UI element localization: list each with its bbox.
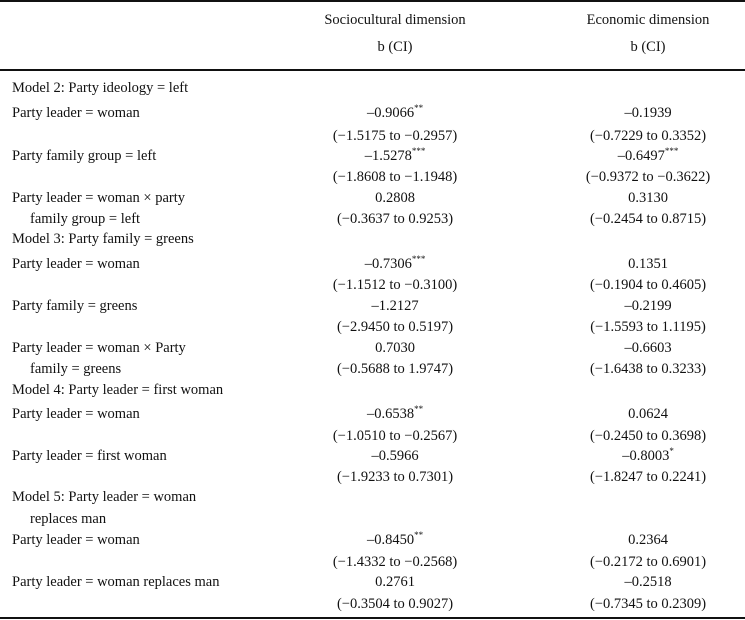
econ-coef: –0.2518	[624, 574, 672, 590]
econ-ci: (−0.2172 to 0.6901)	[589, 554, 707, 570]
econ-ci: (−1.5593 to 1.1195)	[590, 319, 706, 335]
socio-coef: –1.2127	[371, 298, 419, 314]
row-label: Party leader = woman × party	[12, 190, 185, 206]
significance-stars: ***	[411, 146, 426, 156]
row-label: Party leader = woman replaces man	[12, 574, 220, 590]
row-label: Party leader = first woman	[12, 448, 167, 464]
econ-coef: 0.3130	[628, 190, 668, 206]
socio-ci: (−1.0510 to −0.2567)	[332, 428, 458, 444]
model-heading-cont: replaces man	[30, 511, 107, 527]
econ-ci: (−0.7345 to 0.2309)	[589, 596, 707, 612]
col1-title: Sociocultural dimension	[324, 12, 466, 28]
socio-ci: (−1.4332 to −0.2568)	[332, 554, 458, 570]
socio-ci: (−0.3637 to 0.9253)	[336, 211, 454, 227]
socio-coef: –0.6538**	[366, 404, 424, 423]
significance-stars: *	[669, 446, 674, 456]
socio-coef: –0.9066**	[366, 103, 424, 122]
econ-coef: 0.2364	[628, 532, 668, 548]
row-label: Party leader = woman	[12, 532, 140, 548]
col2-title: Economic dimension	[586, 12, 710, 28]
socio-coef: 0.7030	[375, 340, 415, 356]
socio-ci: (−1.8608 to −1.1948)	[332, 169, 458, 185]
socio-ci: (−0.3504 to 0.9027)	[336, 596, 454, 612]
econ-ci: (−0.9372 to −0.3622)	[585, 169, 711, 185]
row-label: Party family group = left	[12, 148, 157, 164]
econ-ci: (−0.2454 to 0.8715)	[589, 211, 707, 227]
econ-ci: (−1.6438 to 0.3233)	[589, 361, 707, 377]
model-heading: Model 4: Party leader = first woman	[12, 382, 224, 398]
row-label: Party leader = woman × Party	[12, 340, 186, 356]
econ-coef: –0.1939	[624, 105, 672, 121]
row-label: Party family = greens	[12, 298, 138, 314]
socio-ci: (−1.5175 to −0.2957)	[332, 128, 458, 144]
socio-coef: –0.7306***	[364, 254, 426, 273]
econ-coef: –0.6497***	[617, 146, 679, 165]
econ-ci: (−0.2450 to 0.3698)	[589, 428, 707, 444]
significance-stars: ***	[411, 254, 426, 264]
econ-ci: (−0.1904 to 0.4605)	[589, 277, 707, 293]
econ-coef: –0.6603	[624, 340, 672, 356]
econ-coef: –0.8003*	[622, 446, 674, 465]
socio-ci: (−2.9450 to 0.5197)	[336, 319, 454, 335]
socio-coef: –1.5278***	[364, 146, 426, 165]
row-label: Party leader = woman	[12, 406, 140, 422]
econ-ci: (−1.8247 to 0.2241)	[589, 469, 707, 485]
socio-ci: (−0.5688 to 1.9747)	[336, 361, 454, 377]
socio-coef: 0.2808	[375, 190, 415, 206]
col2-subtitle: b (CI)	[630, 39, 666, 55]
row-label: Party leader = woman	[12, 256, 140, 272]
row-label: Party leader = woman	[12, 105, 140, 121]
socio-coef: 0.2761	[375, 574, 415, 590]
econ-coef: –0.2199	[624, 298, 672, 314]
econ-coef: 0.0624	[628, 406, 668, 422]
econ-coef: 0.1351	[628, 256, 668, 272]
model-heading: Model 5: Party leader = woman	[12, 489, 197, 505]
significance-stars: **	[414, 404, 424, 414]
bottom-rule	[0, 617, 745, 619]
model-heading: Model 3: Party family = greens	[12, 231, 194, 247]
row-label-cont: family = greens	[30, 361, 122, 377]
top-rule	[0, 0, 745, 2]
socio-ci: (−1.1512 to −0.3100)	[332, 277, 458, 293]
socio-ci: (−1.9233 to 0.7301)	[336, 469, 454, 485]
socio-coef: –0.5966	[371, 448, 419, 464]
model-heading: Model 2: Party ideology = left	[12, 80, 189, 96]
col1-subtitle: b (CI)	[377, 39, 413, 55]
econ-ci: (−0.7229 to 0.3352)	[589, 128, 707, 144]
significance-stars: **	[414, 103, 424, 113]
significance-stars: **	[414, 530, 424, 540]
socio-coef: –0.8450**	[366, 530, 424, 549]
row-label-cont: family group = left	[30, 211, 141, 227]
significance-stars: ***	[664, 146, 679, 156]
header-rule	[0, 69, 745, 71]
